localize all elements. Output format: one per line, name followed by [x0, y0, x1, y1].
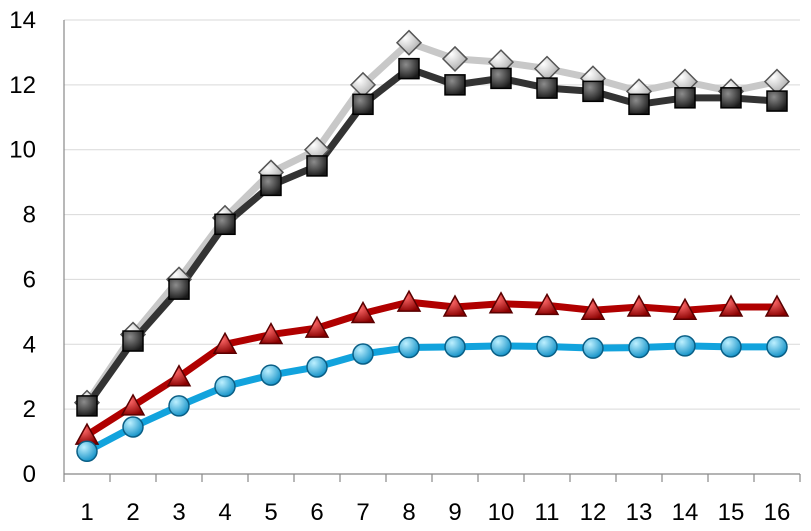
x-tick-label: 2 [126, 499, 139, 526]
series-markers [73, 29, 791, 463]
series-circle-point [490, 335, 512, 357]
x-tick-label: 13 [626, 499, 653, 526]
series-square-point [306, 155, 328, 177]
y-tick-label: 2 [23, 396, 36, 423]
series-square-point [398, 57, 420, 80]
series-circle-point [76, 440, 98, 463]
series-square-point [76, 395, 98, 417]
series-circle-point [168, 395, 190, 417]
series-square-point [628, 93, 650, 116]
series-triangle-point [580, 297, 606, 320]
series-triangle-point [258, 322, 284, 345]
series-triangle-point [304, 315, 330, 338]
y-tick-label: 10 [9, 137, 36, 164]
series-triangle-point [764, 294, 790, 317]
series-circle-point [214, 375, 236, 398]
series-circle-point [628, 336, 650, 359]
y-tick-label: 4 [23, 331, 36, 358]
x-tick-label: 6 [310, 499, 323, 526]
x-tick-label: 12 [580, 499, 607, 526]
series-square-point [720, 87, 742, 109]
series-square-point [582, 80, 604, 103]
series-circle-point [444, 336, 466, 358]
series-circle-point [122, 416, 144, 438]
series-circle-point [766, 336, 788, 358]
x-tick-label: 1 [80, 499, 93, 526]
series-diamond-point [395, 29, 423, 56]
series-circle-point [398, 336, 420, 359]
x-tick-label: 16 [764, 499, 791, 526]
series-triangle-point [166, 364, 192, 387]
series-square-point [352, 93, 374, 116]
series-circle-point [674, 335, 696, 357]
series-diamond-point [533, 55, 561, 82]
y-tick-label: 12 [9, 72, 36, 99]
series-triangle-point [212, 331, 238, 355]
series-diamond-line [83, 39, 781, 407]
series-circle-point [352, 343, 374, 365]
y-tick-label: 14 [9, 7, 36, 34]
series-square-point [444, 74, 466, 96]
x-tick-label: 11 [535, 499, 560, 526]
series-triangle-point [718, 294, 744, 317]
series-circle-point [260, 364, 282, 386]
axes [63, 20, 801, 482]
x-tick-label: 4 [218, 499, 231, 526]
series-diamond-point [763, 68, 791, 95]
x-tick-label: 15 [718, 499, 745, 526]
x-tick-label: 10 [488, 499, 515, 526]
series-circle-point [536, 335, 558, 358]
series-square-point [536, 77, 558, 99]
series-circle-point [582, 337, 604, 359]
series-circle-point [720, 336, 742, 358]
x-tick-label: 14 [672, 499, 699, 526]
series-triangle-point [626, 294, 652, 317]
series-diamond-point [441, 45, 469, 72]
series-triangle-point [534, 292, 560, 316]
y-tick-label: 8 [23, 202, 36, 229]
series-triangle-point [442, 294, 468, 317]
series-triangle-point [672, 297, 698, 320]
series-square-point [260, 174, 282, 197]
series-triangle-point [120, 393, 146, 416]
series-square-point [214, 213, 236, 236]
series-circle-point [306, 356, 328, 378]
series-square-point [766, 90, 788, 112]
x-tick-label: 8 [402, 499, 415, 526]
series-triangle-point [488, 291, 514, 314]
series-square-point [490, 67, 512, 90]
y-tick-label: 0 [23, 461, 36, 488]
series-square-point [168, 278, 190, 300]
series-circle-line [83, 342, 781, 455]
x-tick-label: 5 [264, 499, 277, 526]
y-tick-label: 6 [23, 266, 36, 293]
series-triangle-point [350, 300, 376, 324]
x-tick-label: 7 [356, 499, 369, 526]
series-triangle-point [396, 289, 422, 312]
x-tick-label: 3 [172, 499, 185, 526]
x-tick-label: 9 [448, 499, 461, 526]
series-triangle-line [83, 298, 781, 439]
series-square-point [674, 87, 696, 109]
series-square-line [83, 65, 781, 410]
series-square-point [122, 330, 144, 352]
series-lines [83, 39, 781, 455]
